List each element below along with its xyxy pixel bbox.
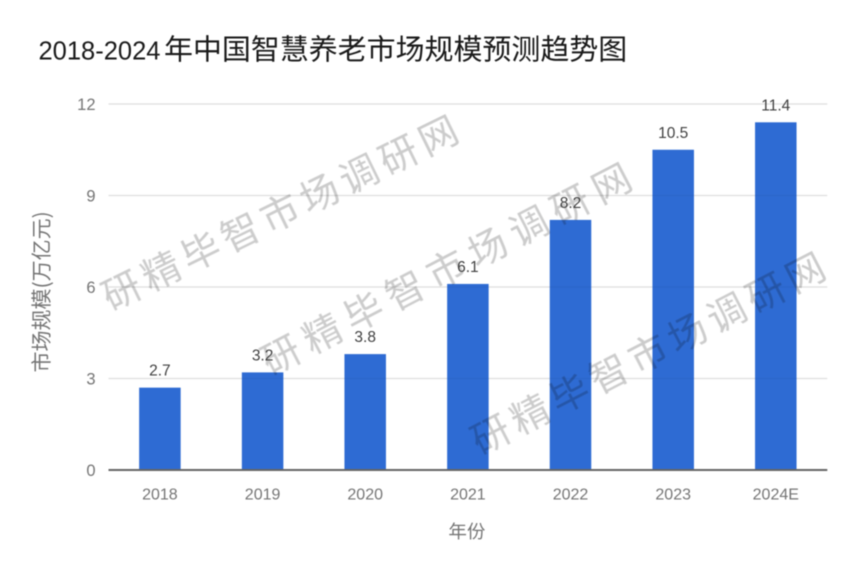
svg-text:2020: 2020 [347, 487, 383, 504]
svg-text:8.2: 8.2 [560, 195, 582, 212]
svg-text:2.7: 2.7 [149, 363, 171, 380]
svg-text:2023: 2023 [655, 487, 691, 504]
svg-text:2022: 2022 [553, 487, 589, 504]
svg-text:0: 0 [86, 462, 95, 480]
svg-text:2019: 2019 [245, 487, 281, 504]
svg-text:9: 9 [86, 187, 95, 205]
svg-text:2018-2024: 2018-2024 [39, 38, 161, 66]
svg-text:6: 6 [86, 279, 95, 297]
svg-text:3: 3 [86, 370, 95, 388]
svg-text:12: 12 [77, 96, 95, 114]
svg-text:2018: 2018 [142, 487, 178, 504]
svg-text:2024E: 2024E [753, 487, 799, 504]
svg-text:3.8: 3.8 [354, 329, 376, 346]
svg-text:6.1: 6.1 [457, 259, 479, 276]
svg-text:10.5: 10.5 [658, 125, 688, 142]
svg-text:3.2: 3.2 [252, 347, 274, 364]
svg-text:2021: 2021 [450, 487, 486, 504]
svg-text:11.4: 11.4 [761, 97, 790, 114]
